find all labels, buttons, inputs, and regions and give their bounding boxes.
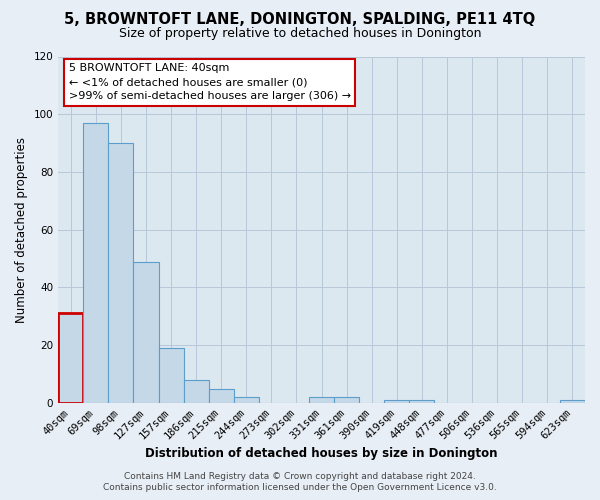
Text: Contains HM Land Registry data © Crown copyright and database right 2024.
Contai: Contains HM Land Registry data © Crown c… bbox=[103, 472, 497, 492]
Text: 5, BROWNTOFT LANE, DONINGTON, SPALDING, PE11 4TQ: 5, BROWNTOFT LANE, DONINGTON, SPALDING, … bbox=[64, 12, 536, 28]
Bar bbox=[133, 262, 158, 403]
Bar bbox=[158, 348, 184, 403]
Bar bbox=[209, 388, 234, 403]
Bar bbox=[334, 397, 359, 403]
Y-axis label: Number of detached properties: Number of detached properties bbox=[15, 136, 28, 322]
Bar bbox=[83, 123, 109, 403]
X-axis label: Distribution of detached houses by size in Donington: Distribution of detached houses by size … bbox=[145, 447, 498, 460]
Bar bbox=[109, 143, 133, 403]
Bar bbox=[58, 314, 83, 403]
Text: Size of property relative to detached houses in Donington: Size of property relative to detached ho… bbox=[119, 28, 481, 40]
Bar bbox=[409, 400, 434, 403]
Text: 5 BROWNTOFT LANE: 40sqm
← <1% of detached houses are smaller (0)
>99% of semi-de: 5 BROWNTOFT LANE: 40sqm ← <1% of detache… bbox=[69, 64, 351, 102]
Bar bbox=[309, 397, 334, 403]
Bar bbox=[385, 400, 409, 403]
Bar bbox=[234, 397, 259, 403]
Bar bbox=[184, 380, 209, 403]
Bar bbox=[560, 400, 585, 403]
